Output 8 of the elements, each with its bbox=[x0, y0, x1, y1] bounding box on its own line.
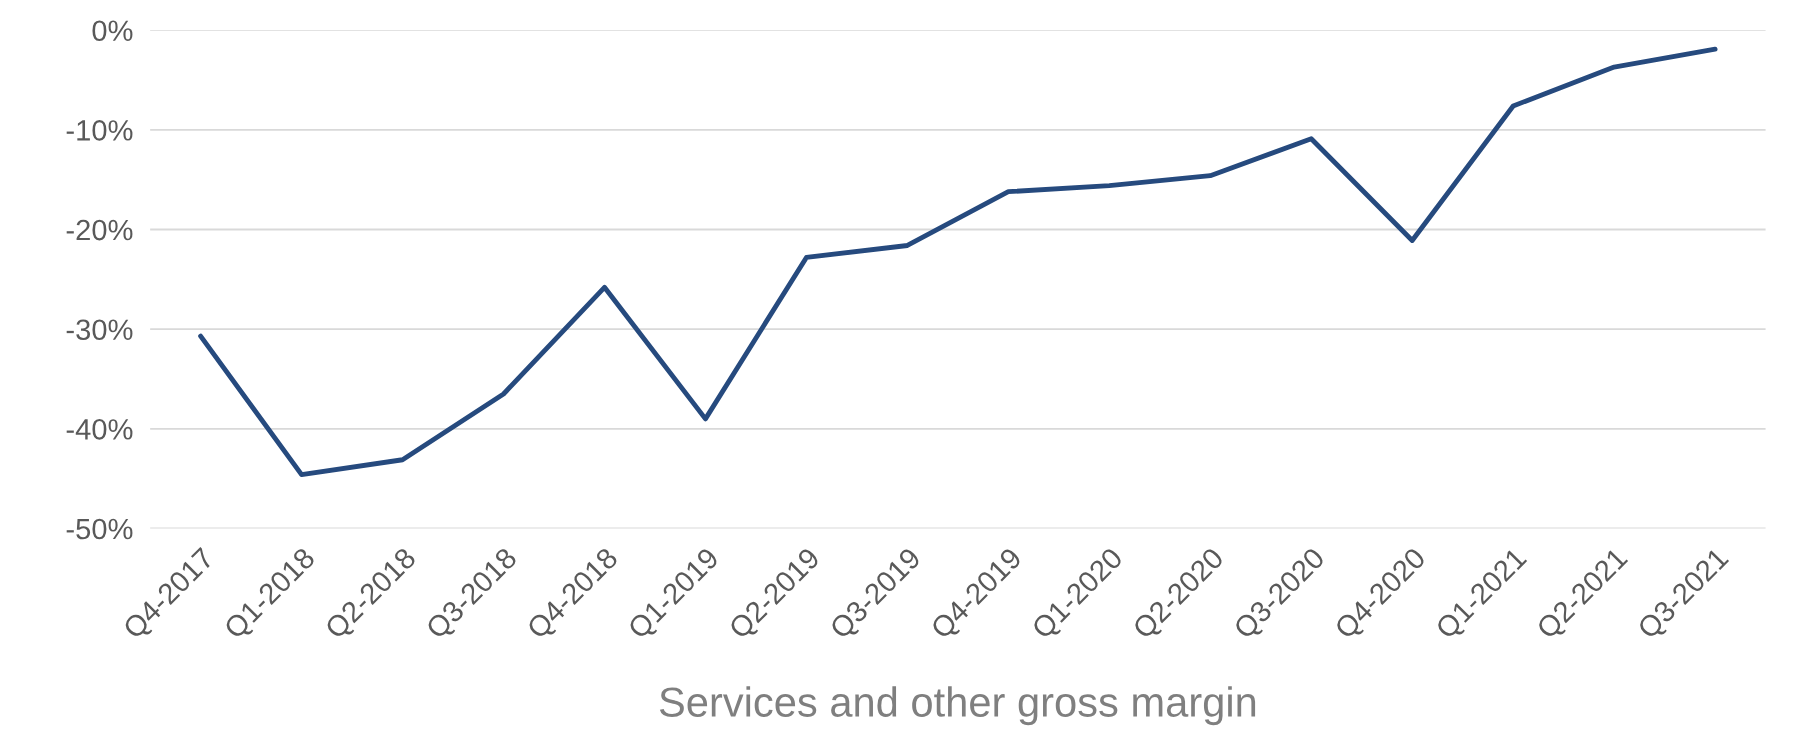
y-tick-label: -50% bbox=[66, 518, 133, 540]
line-series bbox=[198, 46, 1718, 478]
y-tick-label: -40% bbox=[66, 419, 133, 440]
y-tick-label: -20% bbox=[66, 219, 133, 241]
y-tick-label: -10% bbox=[66, 120, 133, 141]
y-tick-label: 0% bbox=[92, 20, 133, 42]
y-tick-label: -30% bbox=[66, 319, 133, 341]
x-axis-title: Services and other gross margin bbox=[659, 686, 1256, 726]
